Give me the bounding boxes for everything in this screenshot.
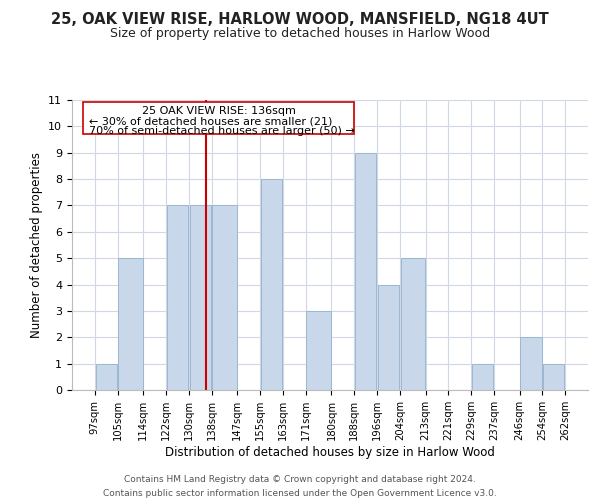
Bar [472, 364, 493, 390]
Text: 25, OAK VIEW RISE, HARLOW WOOD, MANSFIELD, NG18 4UT: 25, OAK VIEW RISE, HARLOW WOOD, MANSFIEL… [51, 12, 549, 28]
Bar [212, 206, 236, 390]
Bar [355, 152, 376, 390]
Bar [378, 284, 399, 390]
Bar [543, 364, 565, 390]
Bar [95, 364, 117, 390]
Bar [190, 206, 211, 390]
Bar [167, 206, 188, 390]
X-axis label: Distribution of detached houses by size in Harlow Wood: Distribution of detached houses by size … [165, 446, 495, 458]
FancyBboxPatch shape [83, 102, 354, 134]
Bar [261, 179, 282, 390]
Text: Size of property relative to detached houses in Harlow Wood: Size of property relative to detached ho… [110, 28, 490, 40]
Bar [118, 258, 143, 390]
Text: Contains HM Land Registry data © Crown copyright and database right 2024.
Contai: Contains HM Land Registry data © Crown c… [103, 476, 497, 498]
Bar [520, 338, 542, 390]
Bar [307, 311, 331, 390]
Text: 70% of semi-detached houses are larger (50) →: 70% of semi-detached houses are larger (… [89, 126, 355, 136]
Text: 25 OAK VIEW RISE: 136sqm: 25 OAK VIEW RISE: 136sqm [142, 106, 296, 116]
Text: ← 30% of detached houses are smaller (21): ← 30% of detached houses are smaller (21… [89, 116, 332, 126]
Bar [401, 258, 425, 390]
Y-axis label: Number of detached properties: Number of detached properties [30, 152, 43, 338]
